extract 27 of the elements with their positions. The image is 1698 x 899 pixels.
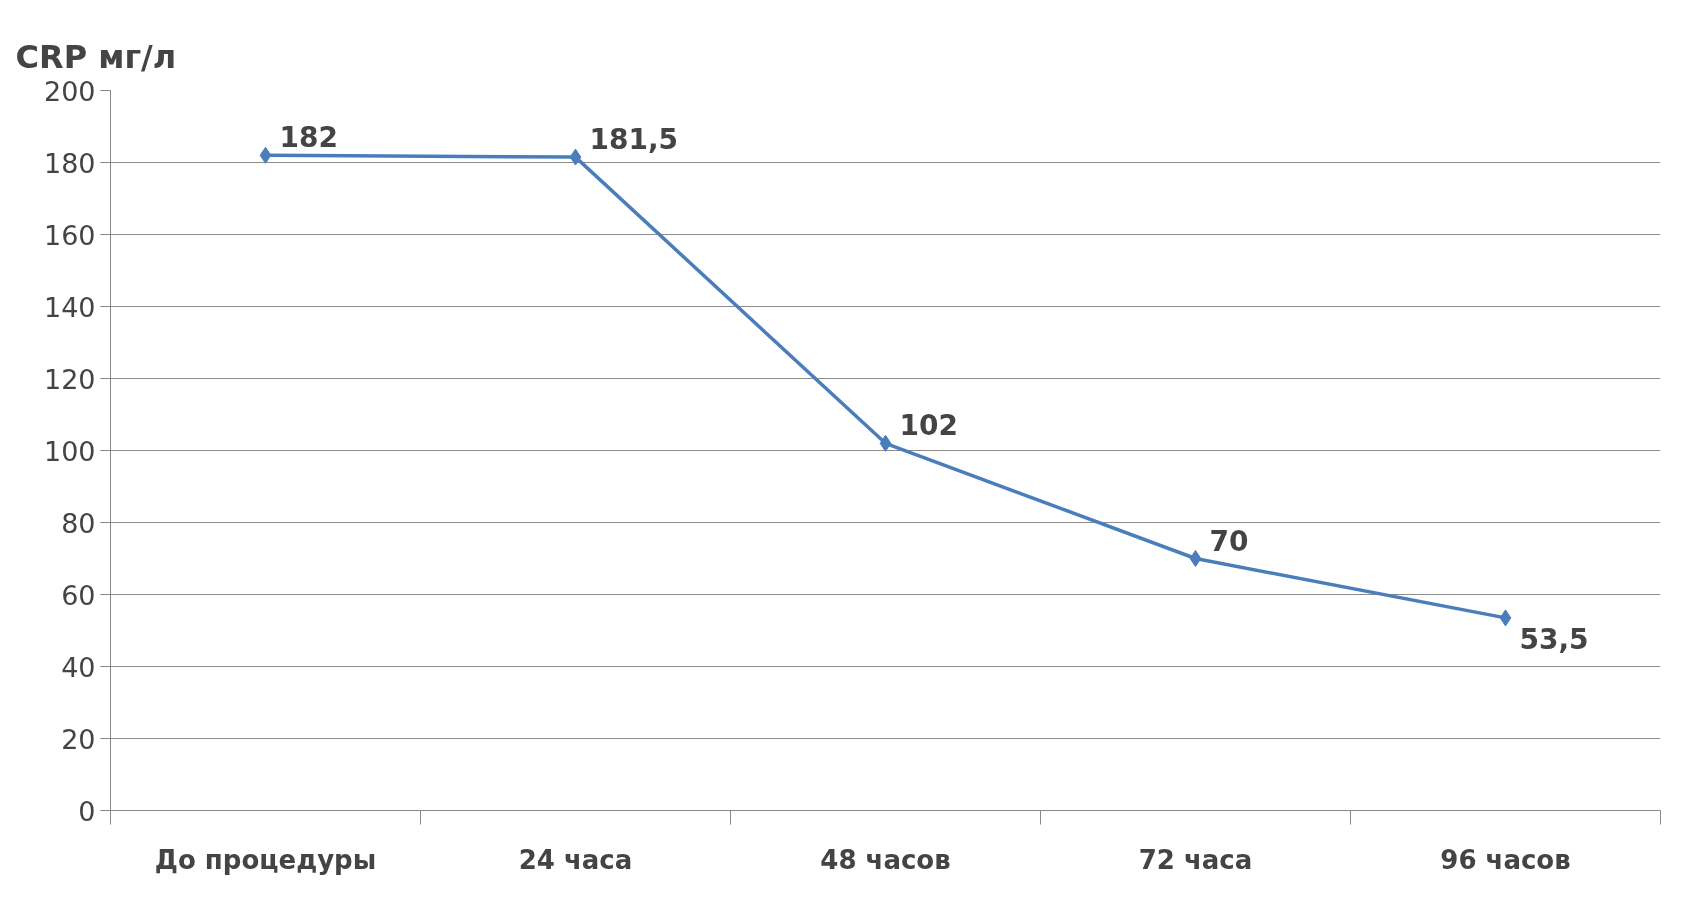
y-tick-label: 80 [61,507,96,539]
y-tick-label: 160 [43,219,96,251]
y-tick-label: 40 [61,651,96,683]
point [1189,550,1202,567]
data-label: 182 [279,121,338,155]
x-tick-label: 72 часа [1138,844,1253,875]
y-tick-label: 100 [43,435,96,467]
y-tick-label: 0 [78,795,96,827]
y-tick-label: 60 [61,579,96,611]
data-label: 70 [1209,524,1249,558]
y-axis-title: CRP мг/л [15,37,177,76]
y-tick-label: 120 [43,363,96,395]
data-label: 102 [899,409,958,443]
y-tick-label: 20 [61,723,96,755]
data-label: 181,5 [589,123,679,157]
x-tick-label: 48 часов [820,844,951,875]
y-tick-label: 180 [43,147,96,179]
point [879,434,892,452]
y-tick-label: 200 [43,75,96,107]
x-tick-label: 24 часа [518,844,633,875]
point [259,146,272,164]
y-tick-label: 140 [43,291,96,323]
x-tick-label: 96 часов [1440,844,1571,875]
data-label: 53,5 [1519,622,1589,656]
point [1499,609,1512,627]
x-tick-label: До процедуры [154,844,377,875]
point [569,148,582,166]
